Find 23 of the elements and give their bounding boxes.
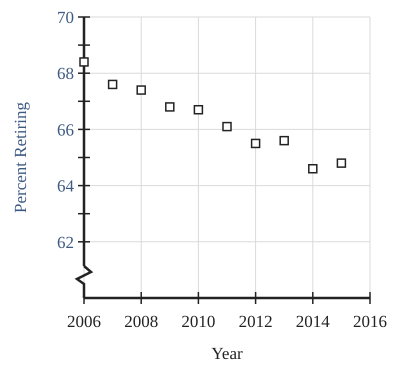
y-tick-label: 64 — [57, 176, 74, 196]
x-tick-label: 2012 — [238, 312, 273, 331]
point — [108, 80, 118, 90]
x-axis-title: Year — [211, 344, 243, 363]
point — [165, 102, 175, 112]
x-tick-label: 2014 — [296, 312, 330, 331]
x-tick-label: 2008 — [124, 312, 158, 331]
y-tick-label: 66 — [57, 120, 74, 140]
point — [279, 136, 289, 146]
x-tick-label: 2016 — [353, 312, 387, 331]
point — [308, 164, 318, 174]
point — [222, 122, 232, 132]
y-tick-label: 62 — [57, 232, 74, 252]
y-axis-title: Percent Retiring — [11, 102, 30, 213]
x-tick-label: 2010 — [181, 312, 216, 331]
x-tick-label: 2006 — [67, 312, 101, 331]
point — [250, 138, 260, 148]
y-tick-label: 68 — [57, 64, 74, 84]
point — [194, 104, 204, 114]
point — [136, 85, 146, 95]
point — [79, 57, 89, 67]
point — [336, 158, 346, 168]
y-tick-label: 70 — [57, 8, 74, 27]
